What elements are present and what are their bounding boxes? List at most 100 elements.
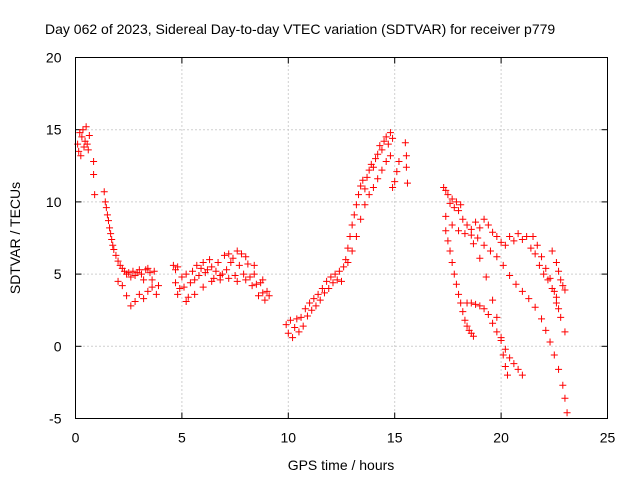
- data-point: [265, 292, 273, 300]
- data-point: [191, 276, 199, 284]
- data-point: [463, 221, 471, 229]
- data-point: [442, 186, 450, 194]
- x-tick-label: 5: [178, 430, 186, 446]
- data-point: [369, 183, 377, 191]
- data-point: [312, 302, 320, 310]
- data-point: [363, 173, 371, 181]
- x-tick-label: 0: [72, 430, 80, 446]
- data-point: [501, 363, 509, 371]
- data-point: [335, 267, 343, 275]
- data-point: [402, 152, 410, 160]
- data-point: [559, 282, 567, 290]
- data-point: [378, 146, 386, 154]
- data-point: [446, 247, 454, 255]
- data-point: [195, 272, 203, 280]
- data-point: [531, 250, 539, 258]
- data-point: [82, 123, 90, 131]
- x-tick-label: 20: [493, 430, 509, 446]
- data-point: [503, 371, 511, 379]
- data-point: [79, 126, 87, 134]
- data-point: [169, 261, 177, 269]
- data-point: [527, 244, 535, 252]
- data-point: [365, 166, 373, 174]
- chart-title: Day 062 of 2023, Sidereal Day-to-day VTE…: [45, 21, 555, 37]
- data-point: [467, 299, 475, 307]
- data-point: [246, 273, 254, 281]
- data-point: [361, 201, 369, 209]
- data-point: [401, 139, 409, 147]
- data-point: [557, 276, 565, 284]
- data-point: [506, 233, 514, 241]
- data-point: [546, 338, 554, 346]
- data-point: [84, 146, 92, 154]
- data-point: [135, 290, 143, 298]
- data-point: [506, 272, 514, 280]
- data-point: [497, 334, 505, 342]
- data-point: [237, 250, 245, 258]
- data-point: [129, 267, 137, 275]
- data-point: [561, 394, 569, 402]
- data-point: [550, 351, 558, 359]
- data-point: [499, 351, 507, 359]
- data-point: [350, 211, 358, 219]
- data-point: [208, 263, 216, 271]
- data-point: [83, 140, 91, 148]
- data-point: [291, 324, 299, 332]
- data-point: [114, 257, 122, 265]
- data-point: [459, 308, 467, 316]
- data-point: [197, 264, 205, 272]
- data-point: [386, 152, 394, 160]
- y-tick-label: 10: [46, 194, 62, 210]
- data-point: [85, 131, 93, 139]
- data-point: [448, 221, 456, 229]
- grid-lines: [75, 57, 608, 419]
- data-point: [501, 241, 509, 249]
- data-point: [233, 247, 241, 255]
- y-tick-label: 15: [46, 122, 62, 138]
- data-point: [229, 254, 237, 262]
- plot-frame: [75, 57, 608, 419]
- data-point: [137, 270, 145, 278]
- x-tick-label: 25: [600, 430, 616, 446]
- data-point: [525, 295, 533, 303]
- data-point: [395, 157, 403, 165]
- y-tick-label: -5: [49, 411, 62, 427]
- data-point: [455, 227, 463, 235]
- data-point: [174, 290, 182, 298]
- data-point: [518, 235, 526, 243]
- data-point: [77, 152, 85, 160]
- data-point: [546, 274, 554, 282]
- data-point: [484, 221, 492, 229]
- data-point: [146, 269, 154, 277]
- data-point: [512, 280, 520, 288]
- data-point: [140, 276, 148, 284]
- data-point: [193, 261, 201, 269]
- data-point: [293, 315, 301, 323]
- data-point: [357, 182, 365, 190]
- data-point: [144, 264, 152, 272]
- data-point: [212, 267, 220, 275]
- data-point: [489, 296, 497, 304]
- data-point: [538, 315, 546, 323]
- data-point: [172, 279, 180, 287]
- data-point: [75, 147, 83, 155]
- axis-ticks: [75, 57, 608, 419]
- data-point: [559, 381, 567, 389]
- data-point: [112, 251, 120, 259]
- data-point: [480, 241, 488, 249]
- data-point: [518, 371, 526, 379]
- data-point: [355, 191, 363, 199]
- data-point: [469, 240, 477, 248]
- data-point: [174, 263, 182, 271]
- data-point: [103, 211, 111, 219]
- data-point: [514, 365, 522, 373]
- data-point: [467, 231, 475, 239]
- data-point: [78, 133, 86, 141]
- data-point: [480, 305, 488, 313]
- data-point: [540, 270, 548, 278]
- data-point: [250, 261, 258, 269]
- data-point: [90, 157, 98, 165]
- data-point: [303, 312, 311, 320]
- data-point: [391, 178, 399, 186]
- data-point: [104, 217, 112, 225]
